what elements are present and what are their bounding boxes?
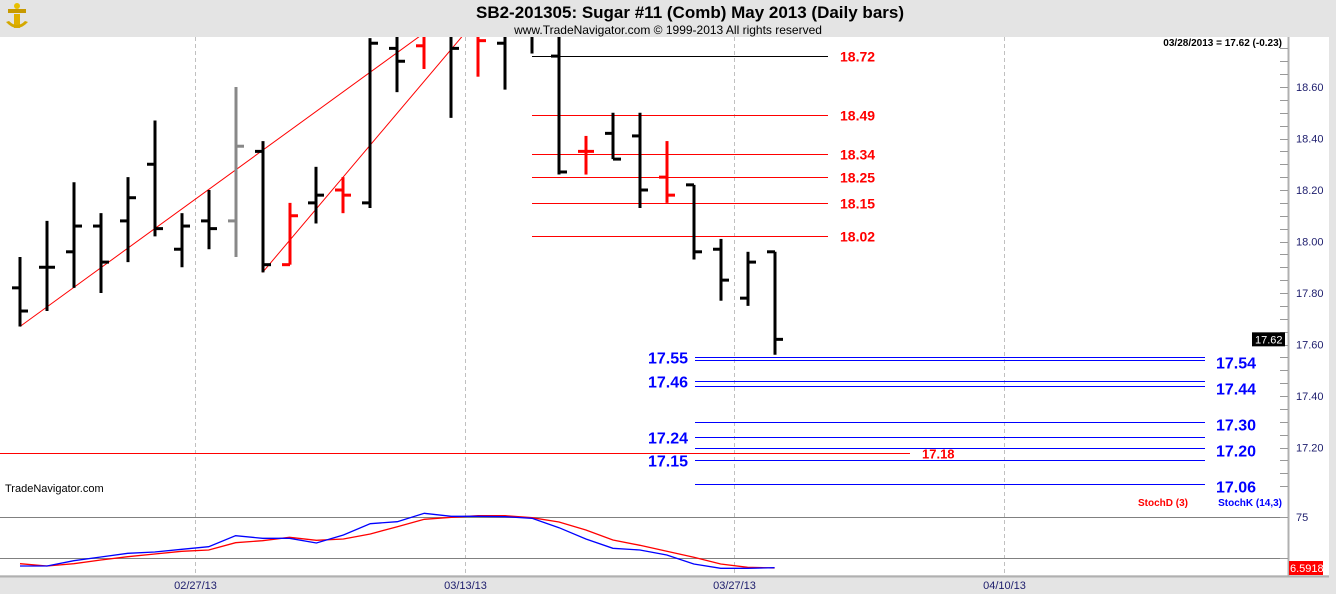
y-tick-label: 17.80 (1296, 288, 1324, 300)
resistance-level-label: 18.02 (840, 229, 875, 245)
y-tick-label: 17.20 (1296, 443, 1324, 455)
plot-area (0, 37, 1288, 575)
legend-stochk: StochK (14,3) (1218, 498, 1282, 509)
resistance-level-label: 18.72 (840, 49, 875, 65)
y-tick-label: 18.40 (1296, 134, 1324, 146)
ohlc-bar (416, 37, 426, 69)
stoch-value-label: 6.5918 (1290, 563, 1324, 575)
ohlc-bar (147, 120, 163, 237)
ohlc-bar (449, 37, 459, 118)
ohlc-bar (282, 202, 298, 267)
ohlc-bar (93, 213, 109, 293)
resistance-level-label: 18.25 (840, 170, 875, 186)
last-price-box (1252, 332, 1285, 347)
ohlc-bar (335, 177, 351, 214)
target-level-label-left: 17.46 (648, 375, 688, 392)
last-price-label: 17.62 (1255, 334, 1283, 346)
target-level-label-right: 17.54 (1216, 356, 1256, 373)
ohlc-bar (497, 37, 507, 90)
ohlc-bar (686, 183, 702, 260)
target-level-label-right: 17.30 (1216, 418, 1256, 435)
ohlc-bar (255, 141, 271, 273)
ohlc-bar (530, 37, 534, 54)
price-readout: 03/28/2013 = 17.62 (-0.23) (1163, 38, 1282, 49)
ohlc-bar (362, 38, 378, 209)
ohlc-bar (767, 250, 783, 355)
ohlc-bar (39, 220, 55, 312)
stochk-line (20, 512, 775, 569)
ohlc-bar (389, 37, 405, 93)
ohlc-bar (713, 238, 729, 301)
ohlc-bar (578, 135, 594, 175)
copyright: www.TradeNavigator.com © 1999-2013 All r… (513, 23, 822, 37)
ohlc-bar (659, 141, 675, 203)
ohlc-bar (228, 87, 244, 257)
target-level-label-left: 17.24 (648, 431, 688, 448)
y-tick-label: 18.00 (1296, 237, 1324, 249)
ohlc-bar (120, 177, 136, 263)
support-line-label: 17.18 (922, 447, 955, 462)
price-axis-area (1289, 37, 1329, 575)
ohlc-bar (12, 256, 28, 327)
ohlc-bar (551, 37, 567, 175)
x-tick-label: 03/27/13 (713, 580, 756, 592)
stochd-line (19, 515, 775, 569)
resistance-level-label: 18.15 (840, 196, 875, 212)
ohlc-bar (66, 182, 82, 288)
resistance-level-label: 18.49 (840, 108, 875, 124)
ohlc-bar (476, 37, 486, 77)
y-tick-label: 18.20 (1296, 185, 1324, 197)
target-level-label-left: 17.55 (648, 351, 688, 368)
ohlc-bar (605, 112, 621, 161)
y-tick-label: 18.60 (1296, 82, 1324, 94)
resistance-level-label: 18.34 (840, 147, 875, 163)
ohlc-bar (740, 251, 756, 306)
target-level-label-right: 17.20 (1216, 444, 1256, 461)
target-level-label-right: 17.44 (1216, 382, 1256, 399)
x-tick-label: 02/27/13 (174, 580, 217, 592)
ohlc-bar (308, 166, 324, 224)
legend-stochd: StochD (3) (1138, 498, 1188, 509)
y-tick-label: 17.40 (1296, 391, 1324, 403)
stoch-tick-label: 75 (1296, 512, 1308, 524)
x-tick-label: 04/10/13 (983, 580, 1026, 592)
target-level-label-left: 17.15 (648, 454, 688, 471)
stoch-value-box (1289, 561, 1323, 576)
x-tick-label: 03/13/13 (444, 580, 487, 592)
watermark: TradeNavigator.com (5, 483, 104, 495)
chart-title: SB2-201305: Sugar #11 (Comb) May 2013 (D… (476, 3, 904, 22)
y-tick-label: 17.60 (1296, 340, 1324, 352)
target-level-label-right: 17.06 (1216, 480, 1256, 497)
trendline (19, 37, 420, 327)
logo (6, 3, 28, 28)
ohlc-bar (632, 112, 648, 209)
ohlc-bar (174, 213, 190, 268)
ohlc-bar (201, 190, 217, 250)
